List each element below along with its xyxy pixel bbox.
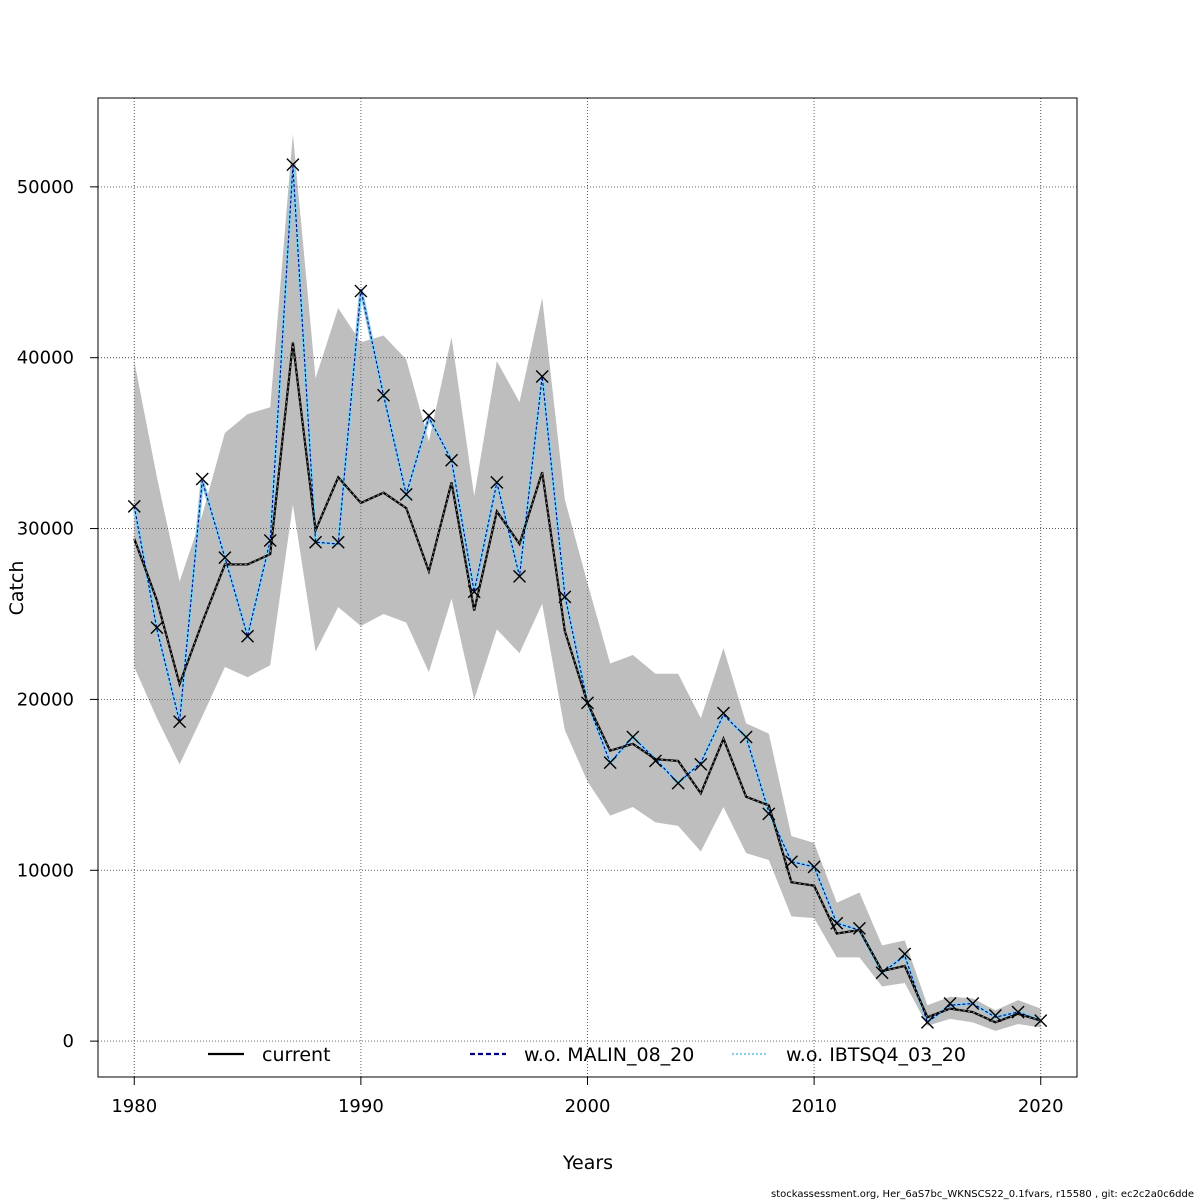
observed-point-1994: [445, 453, 459, 467]
observed-point-2010: [807, 860, 821, 874]
observed-point-1998: [535, 369, 549, 383]
observed-point-2008: [762, 807, 776, 821]
legend-label-ibtsq4: w.o. IBTSQ4_03_20: [786, 1044, 966, 1066]
y-tick-label-10000: 10000: [17, 860, 74, 881]
y-tick-label-20000: 20000: [17, 689, 74, 710]
observed-point-1982: [173, 715, 187, 729]
observed-point-1981: [150, 621, 164, 635]
observed-point-1987: [286, 158, 300, 172]
observed-point-2016: [943, 997, 957, 1011]
observed-point-1980: [127, 499, 141, 513]
observed-point-2012: [852, 921, 866, 935]
x-tick-label-2000: 2000: [565, 1096, 611, 1117]
observed-point-2000: [581, 696, 594, 710]
observed-point-1999: [558, 590, 572, 604]
observed-point-2015: [920, 1015, 934, 1029]
observed-point-1989: [331, 535, 345, 549]
confidence-band-layer: [134, 133, 1041, 1031]
series-line-malin: [133, 166, 1041, 1024]
observed-point-1996: [490, 475, 504, 489]
observed-point-1985: [241, 629, 255, 643]
observed-point-1993: [422, 409, 436, 423]
observed-point-1990: [354, 284, 368, 298]
observed-point-2019: [1011, 1005, 1025, 1019]
observed-point-1984: [218, 551, 232, 565]
observed-point-2014: [898, 947, 912, 961]
y-tick-label-30000: 30000: [17, 519, 74, 540]
observed-point-2003: [648, 754, 662, 768]
axis-layer: 1980 1990 2000 2010 2020 0 10000 20000 30000 4000…: [17, 97, 1078, 1117]
observed-point-2017: [966, 997, 980, 1011]
observed-point-1995: [467, 585, 481, 599]
x-tick-label-2020: 2020: [1018, 1096, 1064, 1117]
observed-point-1983: [195, 472, 209, 486]
observed-point-2020: [1034, 1014, 1048, 1028]
observed-point-2011: [830, 916, 844, 930]
footer-text: stockassessment.org, Her_6aS7bc_WKNSCS22…: [771, 1189, 1194, 1200]
observed-point-2009: [784, 855, 798, 869]
x-axis-title: Years: [562, 1152, 613, 1174]
y-tick-label-50000: 50000: [17, 177, 74, 198]
x-tick-label-1980: 1980: [111, 1096, 157, 1117]
observed-point-2007: [739, 730, 753, 744]
observed-point-2018: [988, 1008, 1002, 1022]
x-tick-label-1990: 1990: [338, 1096, 384, 1117]
y-axis-title: Catch: [6, 561, 28, 616]
observed-point-1992: [399, 487, 413, 501]
confidence-band: [134, 133, 1041, 1031]
x-tick-label-2010: 2010: [791, 1096, 837, 1117]
observed-point-1986: [263, 534, 277, 548]
observed-point-2004: [671, 776, 685, 790]
observed-point-2001: [603, 756, 617, 770]
observed-point-1997: [513, 569, 527, 583]
observed-point-2002: [626, 730, 640, 744]
y-tick-label-0: 0: [63, 1031, 74, 1052]
observed-point-1991: [377, 388, 391, 402]
legend-label-current: current: [262, 1044, 331, 1066]
legend: current w.o. MALIN_08_20 w.o. IBTSQ4_03_…: [208, 1044, 966, 1066]
observed-point-2005: [694, 757, 708, 771]
observed-points-layer: [127, 158, 1048, 1029]
legend-label-malin: w.o. MALIN_08_20: [524, 1044, 694, 1066]
observed-point-1988: [309, 535, 323, 549]
y-tick-label-40000: 40000: [17, 348, 74, 369]
observed-point-2006: [716, 706, 730, 720]
observed-point-2013: [875, 966, 889, 980]
